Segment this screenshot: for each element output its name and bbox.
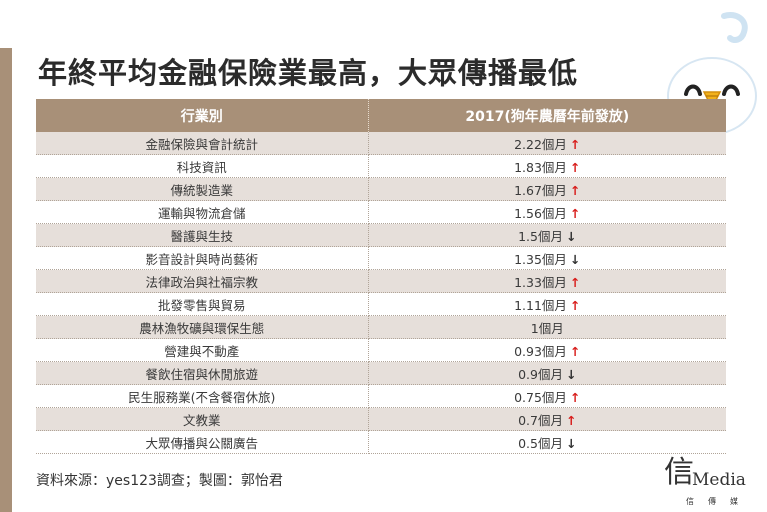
table-header-row: 行業別 2017(狗年農曆年前發放) (36, 99, 726, 132)
months-cell: 2.22個月 ↑ (368, 132, 726, 155)
table-row: 批發零售與貿易 1.11個月 ↑ (36, 292, 726, 316)
arrow-down-icon: ↓ (565, 435, 577, 451)
logo-subtitle: 信傳媒 (686, 497, 752, 506)
media-logo: 信 Media 信傳媒 (664, 458, 762, 508)
arrow-up-icon: ↑ (569, 182, 581, 198)
arrow-up-icon: ↑ (569, 274, 581, 290)
months-cell: 0.75個月 ↑ (368, 384, 726, 408)
industry-cell: 批發零售與貿易 (36, 292, 369, 316)
months-value: 1.35個月 (514, 251, 567, 267)
column-header-industry: 行業別 (36, 99, 369, 132)
column-header-months: 2017(狗年農曆年前發放) (368, 99, 726, 132)
months-value: 0.7個月 (518, 412, 563, 428)
arrow-up-icon: ↑ (569, 205, 581, 221)
table-row: 大眾傳播與公關廣告 0.5個月 ↓ (36, 430, 726, 454)
industry-cell: 法律政治與社福宗教 (36, 269, 369, 293)
table-row: 餐飲住宿與休閒旅遊 0.9個月 ↓ (36, 361, 726, 385)
table-row: 民生服務業(不含餐宿休旅) 0.75個月 ↑ (36, 384, 726, 408)
months-cell: 1.56個月 ↑ (368, 200, 726, 224)
arrow-up-icon: ↑ (569, 343, 581, 359)
months-value: 2.22個月 (514, 136, 567, 152)
industry-cell: 文教業 (36, 407, 369, 431)
months-cell: 1.33個月 ↑ (368, 269, 726, 293)
table-row: 法律政治與社福宗教 1.33個月 ↑ (36, 269, 726, 293)
months-value: 0.93個月 (514, 343, 567, 359)
months-cell: 1.35個月 ↓ (368, 246, 726, 270)
months-value: 1.67個月 (514, 182, 567, 198)
source-note: 資料來源：yes123調查；製圖：郭怡君 (36, 473, 283, 489)
industry-cell: 餐飲住宿與休閒旅遊 (36, 361, 369, 385)
months-value: 0.75個月 (514, 389, 567, 405)
table-row: 影音設計與時尚藝術 1.35個月 ↓ (36, 246, 726, 270)
months-value: 1.11個月 (514, 297, 567, 313)
industry-cell: 傳統製造業 (36, 177, 369, 201)
logo-text: Media (692, 470, 746, 490)
bonus-table: 行業別 2017(狗年農曆年前發放) 金融保險與會計統計 2.22個月 ↑ 科技資訊 1… (36, 99, 726, 454)
months-cell: 1.5個月 ↓ (368, 223, 726, 247)
industry-cell: 營建與不動產 (36, 338, 369, 362)
table-row: 文教業 0.7個月 ↑ (36, 407, 726, 431)
months-value: 1.33個月 (514, 274, 567, 290)
months-cell: 1個月 (368, 315, 726, 339)
months-cell: 0.9個月 ↓ (368, 361, 726, 385)
arrow-down-icon: ↓ (565, 228, 577, 244)
table-row: 醫護與生技 1.5個月 ↓ (36, 223, 726, 247)
months-value: 1.56個月 (514, 205, 567, 221)
arrow-down-icon: ↓ (569, 251, 581, 267)
table-row: 營建與不動產 0.93個月 ↑ (36, 338, 726, 362)
industry-cell: 醫護與生技 (36, 223, 369, 247)
industry-cell: 金融保險與會計統計 (36, 132, 369, 155)
months-cell: 1.83個月 ↑ (368, 154, 726, 178)
left-accent-bar (0, 48, 12, 512)
months-value: 0.9個月 (518, 366, 563, 382)
industry-cell: 運輸與物流倉儲 (36, 200, 369, 224)
table-row: 運輸與物流倉儲 1.56個月 ↑ (36, 200, 726, 224)
arrow-up-icon: ↑ (565, 412, 577, 428)
months-value: 0.5個月 (518, 435, 563, 451)
table-row: 農林漁牧礦與環保生態 1個月 (36, 315, 726, 339)
arrow-up-icon: ↑ (569, 159, 581, 175)
months-cell: 0.7個月 ↑ (368, 407, 726, 431)
industry-cell: 農林漁牧礦與環保生態 (36, 315, 369, 339)
months-cell: 1.11個月 ↑ (368, 292, 726, 316)
industry-cell: 民生服務業(不含餐宿休旅) (36, 384, 369, 408)
page-title: 年終平均金融保險業最高，大眾傳播最低 (38, 56, 579, 90)
months-cell: 0.5個月 ↓ (368, 430, 726, 454)
table-body: 金融保險與會計統計 2.22個月 ↑ 科技資訊 1.83個月 ↑ 傳統製造業 1.67個月 ↑ 運… (36, 132, 726, 454)
table-row: 傳統製造業 1.67個月 ↑ (36, 177, 726, 201)
industry-cell: 科技資訊 (36, 154, 369, 178)
table-row: 科技資訊 1.83個月 ↑ (36, 154, 726, 178)
months-cell: 0.93個月 ↑ (368, 338, 726, 362)
industry-cell: 大眾傳播與公關廣告 (36, 430, 369, 454)
industry-cell: 影音設計與時尚藝術 (36, 246, 369, 270)
months-cell: 1.67個月 ↑ (368, 177, 726, 201)
arrow-up-icon: ↑ (569, 297, 581, 313)
months-value: 1.5個月 (518, 228, 563, 244)
logo-mark: 信 (664, 455, 694, 490)
arrow-down-icon: ↓ (565, 366, 577, 382)
arrow-up-icon: ↑ (569, 389, 581, 405)
arrow-up-icon: ↑ (569, 136, 581, 152)
months-value: 1個月 (530, 320, 564, 336)
months-value: 1.83個月 (514, 159, 567, 175)
table-row: 金融保險與會計統計 2.22個月 ↑ (36, 132, 726, 155)
